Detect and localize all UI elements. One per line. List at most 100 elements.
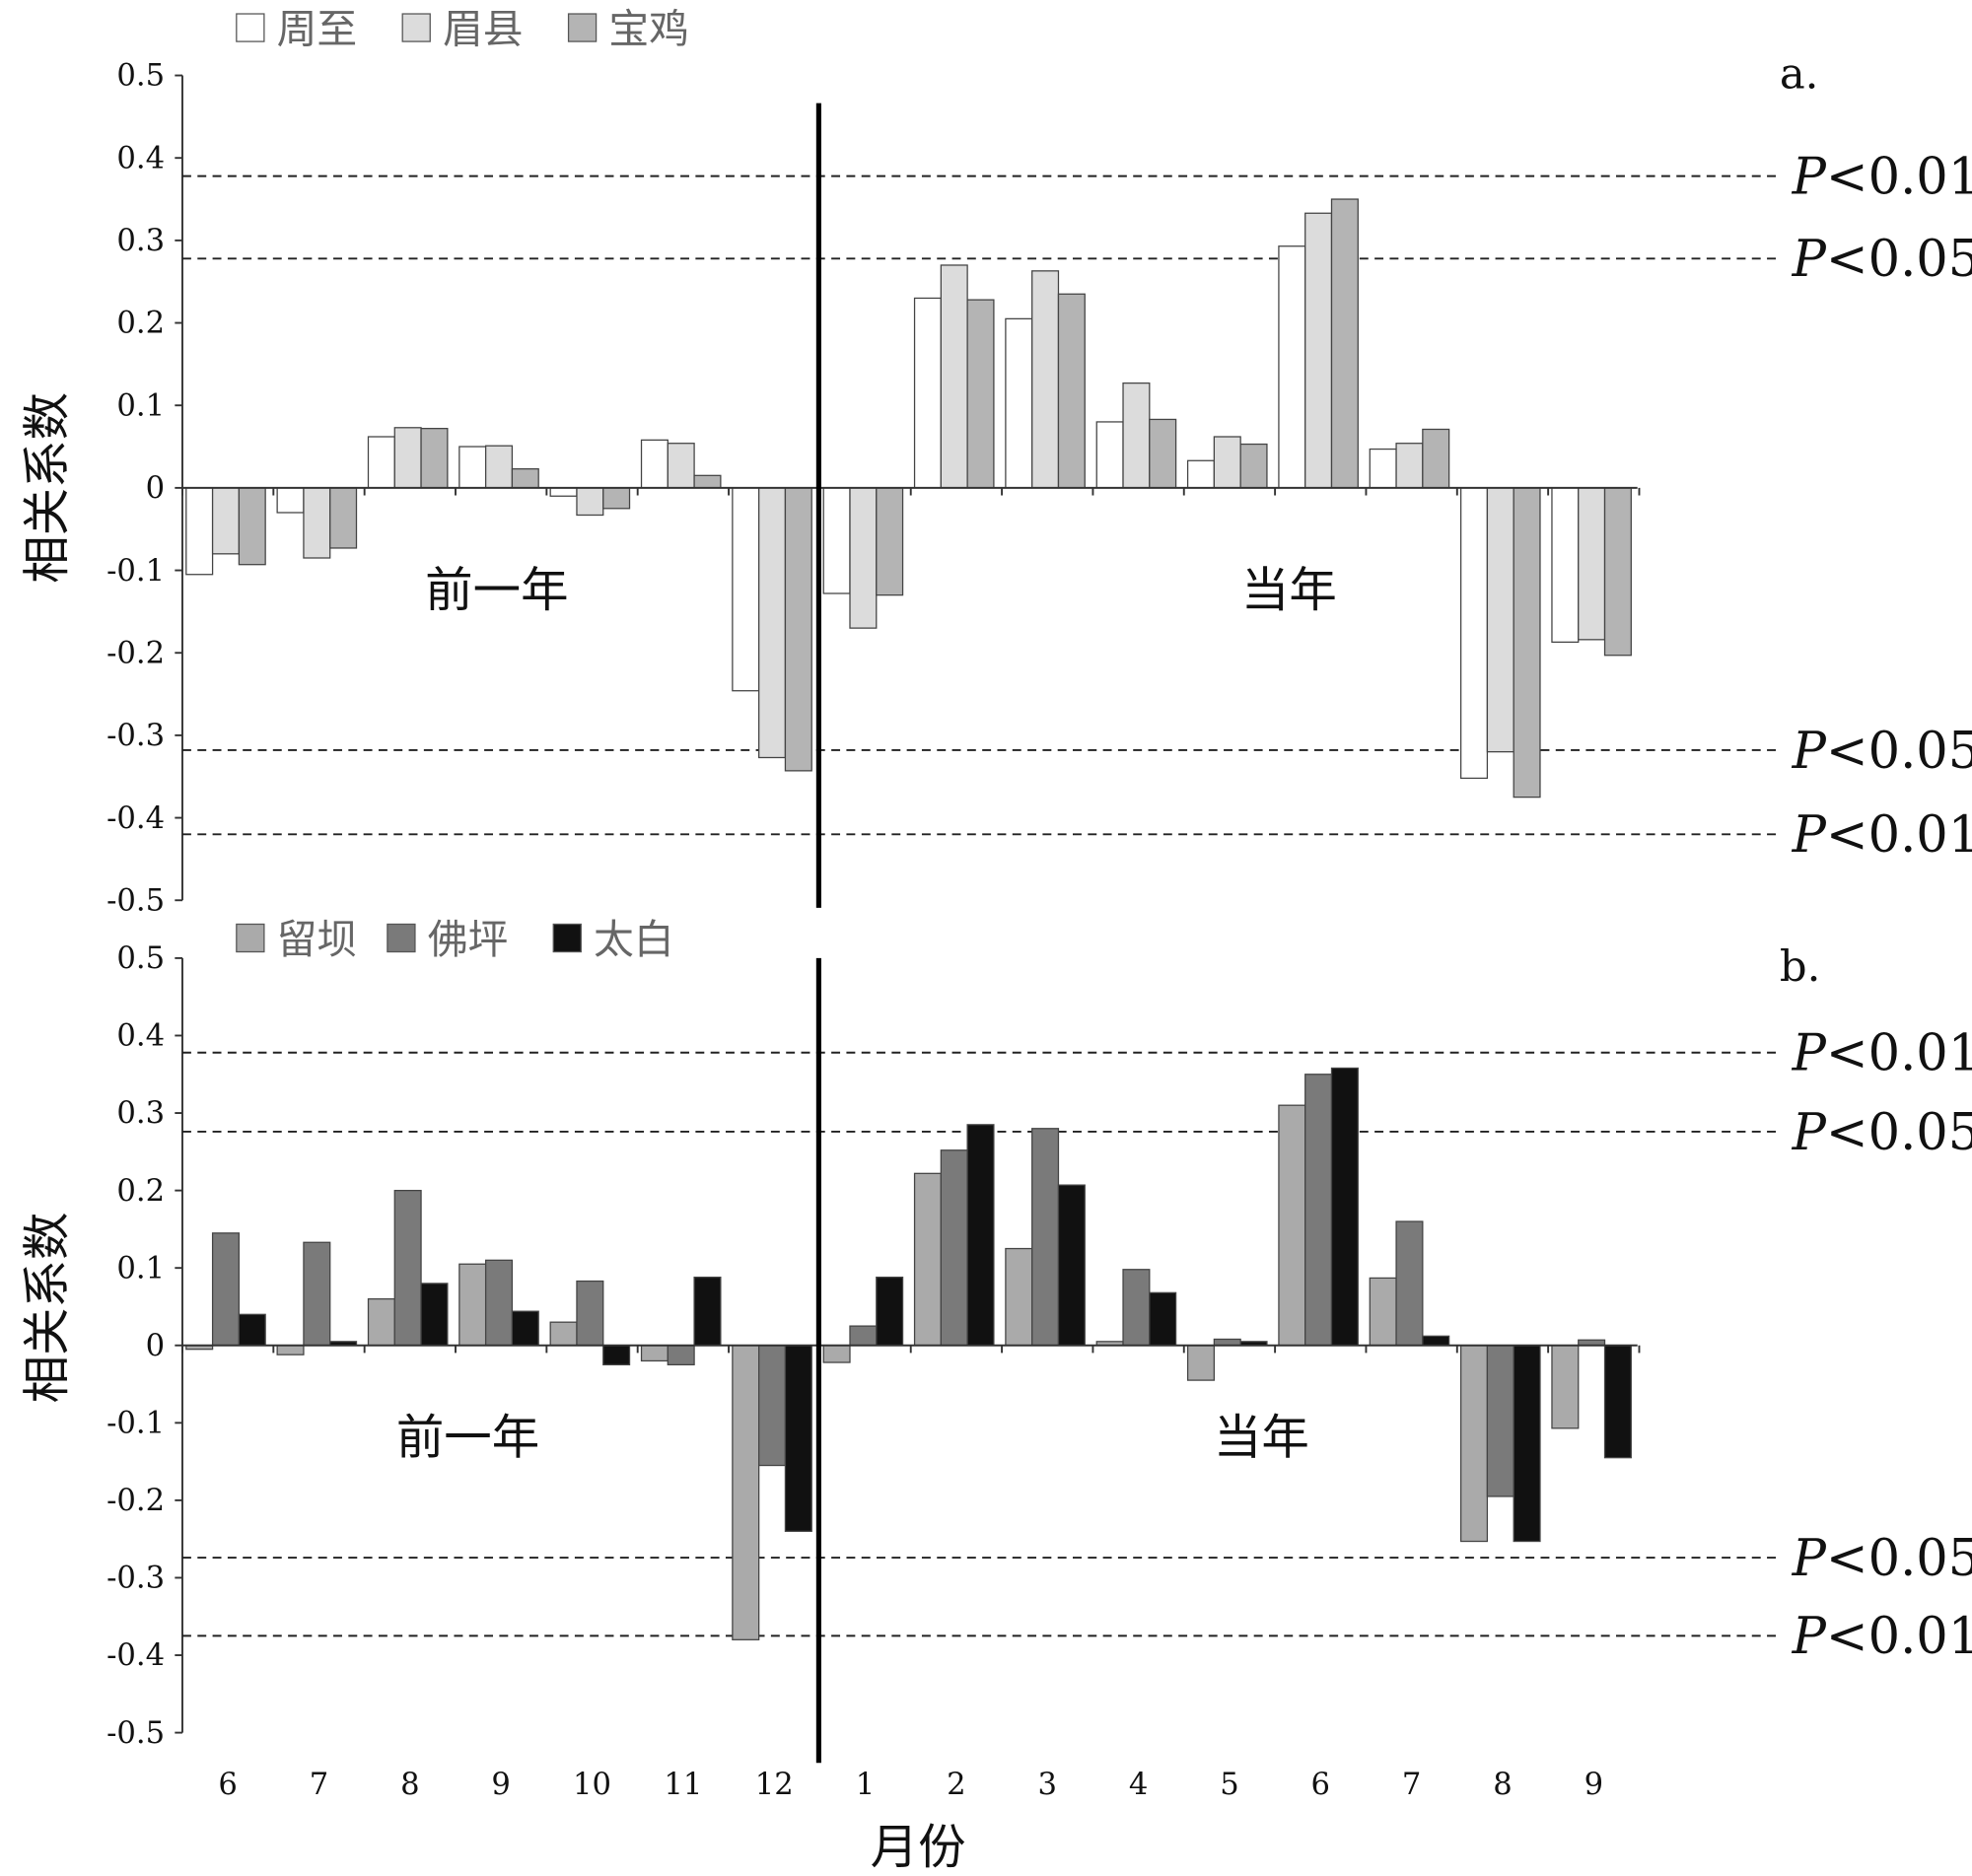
- bar-留坝-1: [822, 1345, 851, 1363]
- bar-佛坪-7: [1395, 1220, 1424, 1347]
- x-tick-label: 8: [400, 1768, 419, 1802]
- bar-宝鸡-12: [784, 487, 812, 772]
- bar-周至-6: [185, 487, 214, 576]
- threshold-value: <0.01: [1826, 1608, 1972, 1666]
- p-symbol: P: [1792, 1608, 1828, 1666]
- threshold-value: <0.01: [1826, 148, 1972, 206]
- bar-佛坪-7: [303, 1241, 331, 1347]
- significance-threshold-label: P<0.01: [1792, 148, 1972, 206]
- bar-眉县-8: [1486, 487, 1514, 753]
- bar-留坝-2: [913, 1172, 942, 1347]
- panel-label: a.: [1780, 49, 1819, 99]
- bar-宝鸡-7: [329, 487, 358, 549]
- bar-佛坪-2: [940, 1149, 968, 1347]
- bar-太白-12: [784, 1345, 812, 1532]
- bar-眉县-7: [1395, 443, 1424, 489]
- p-symbol: P: [1792, 806, 1828, 865]
- x-tick-label: 6: [1311, 1768, 1330, 1802]
- legend-label: 太白: [594, 916, 674, 963]
- bar-周至-8: [1459, 487, 1489, 780]
- bar-佛坪-10: [576, 1280, 604, 1347]
- bar-宝鸡-2: [966, 299, 995, 489]
- bar-周至-11: [640, 439, 669, 489]
- bar-佛坪-8: [393, 1189, 422, 1347]
- bar-眉县-10: [576, 487, 604, 517]
- bar-眉县-8: [393, 427, 422, 489]
- bar-留坝-7: [1369, 1277, 1397, 1347]
- threshold-value: <0.05: [1826, 1104, 1972, 1162]
- x-tick-label: 2: [947, 1768, 965, 1802]
- bar-太白-8: [1513, 1345, 1541, 1543]
- y-tick-label: 0.4: [116, 141, 165, 175]
- x-tick-label: 5: [1220, 1768, 1238, 1802]
- bar-佛坪-9: [484, 1259, 514, 1347]
- bar-眉县-11: [667, 443, 695, 489]
- significance-threshold-label: P<0.01: [1792, 1608, 1972, 1666]
- legend-swatch: [236, 13, 265, 42]
- threshold-value: <0.05: [1826, 231, 1972, 289]
- y-tick-label: 0.5: [116, 59, 165, 94]
- x-tick-label: 9: [1585, 1768, 1603, 1802]
- bar-眉县-4: [1122, 382, 1151, 489]
- x-tick-label: 11: [664, 1768, 702, 1802]
- legend-label: 留坝: [277, 916, 358, 963]
- bar-留坝-7: [276, 1345, 305, 1355]
- bar-眉县-12: [758, 487, 787, 759]
- y-tick-label: 0.1: [116, 388, 165, 423]
- bar-留坝-9: [1551, 1345, 1580, 1429]
- bar-太白-10: [602, 1345, 631, 1366]
- period-label: 前一年: [396, 1410, 539, 1465]
- p-symbol: P: [1792, 1530, 1828, 1588]
- bar-眉县-3: [1031, 270, 1060, 489]
- bar-留坝-11: [640, 1345, 669, 1362]
- bar-宝鸡-5: [1239, 443, 1268, 489]
- y-tick-label: -0.5: [106, 883, 165, 918]
- bar-周至-1: [822, 487, 851, 594]
- bar-眉县-2: [940, 264, 968, 489]
- bar-宝鸡-4: [1149, 418, 1177, 489]
- bar-周至-10: [549, 487, 578, 497]
- bar-眉县-6: [211, 487, 241, 555]
- bar-眉县-1: [849, 487, 878, 629]
- bar-宝鸡-3: [1057, 293, 1086, 489]
- x-tick-label: 10: [573, 1768, 611, 1802]
- x-tick-label: 6: [218, 1768, 237, 1802]
- legend-label: 周至: [277, 5, 358, 52]
- bar-留坝-6: [1278, 1104, 1306, 1347]
- x-axis-title: 月份: [871, 1820, 966, 1875]
- bar-留坝-10: [549, 1321, 578, 1347]
- bar-宝鸡-11: [693, 474, 722, 489]
- x-tick-label: 7: [310, 1768, 328, 1802]
- legend-label: 佛坪: [428, 916, 509, 963]
- x-tick-label: 8: [1493, 1768, 1512, 1802]
- bar-佛坪-12: [758, 1345, 787, 1467]
- threshold-value: <0.01: [1826, 806, 1972, 865]
- bar-佛坪-3: [1031, 1128, 1060, 1347]
- panel-label: b.: [1780, 942, 1821, 992]
- bar-宝鸡-8: [420, 428, 449, 489]
- bar-眉县-5: [1213, 436, 1241, 489]
- y-axis-title: 相关系数: [20, 1213, 75, 1404]
- bar-佛坪-6: [1304, 1074, 1333, 1347]
- legend-swatch: [236, 923, 265, 953]
- y-tick-label: 0.2: [116, 1174, 165, 1209]
- y-tick-label: 0.3: [116, 224, 165, 258]
- bar-留坝-3: [1005, 1247, 1033, 1347]
- y-tick-label: 0: [146, 1329, 165, 1363]
- bar-宝鸡-7: [1422, 428, 1450, 489]
- y-tick-label: -0.3: [106, 1562, 165, 1596]
- bar-留坝-5: [1186, 1345, 1216, 1381]
- bar-太白-6: [1330, 1067, 1359, 1347]
- legend-swatch: [387, 923, 416, 953]
- x-tick-label: 9: [491, 1768, 510, 1802]
- bar-宝鸡-10: [602, 487, 631, 510]
- x-tick-label: 12: [755, 1768, 794, 1802]
- bar-眉县-9: [1578, 487, 1606, 641]
- x-tick-label: 4: [1129, 1768, 1148, 1802]
- y-tick-label: 0.2: [116, 307, 165, 341]
- bar-太白-2: [966, 1124, 995, 1347]
- p-symbol: P: [1792, 148, 1828, 206]
- y-tick-label: 0.4: [116, 1019, 165, 1054]
- bar-佛坪-11: [667, 1345, 695, 1366]
